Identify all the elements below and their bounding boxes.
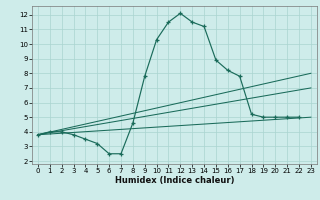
X-axis label: Humidex (Indice chaleur): Humidex (Indice chaleur) — [115, 176, 234, 185]
